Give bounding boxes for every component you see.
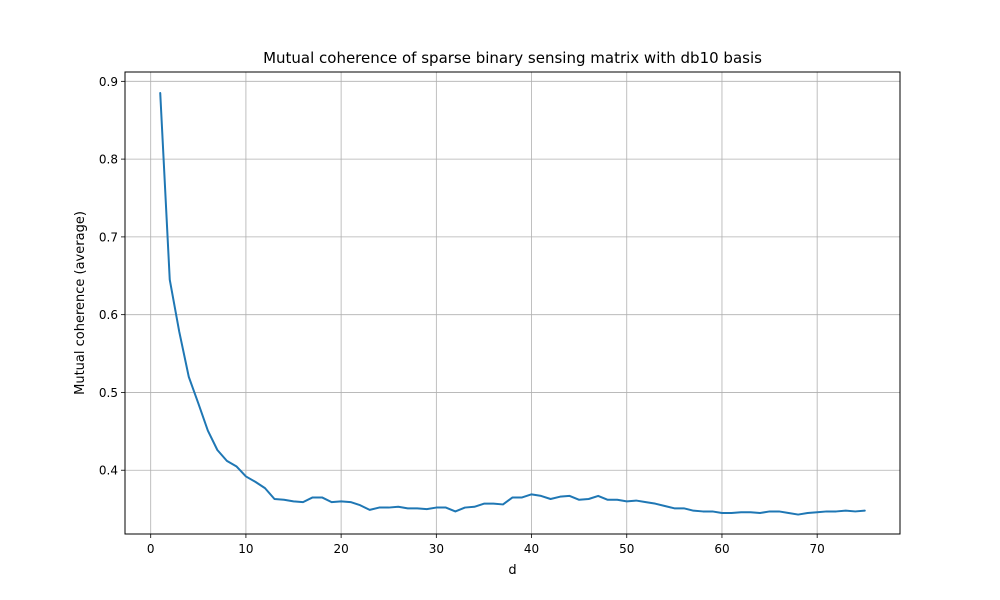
- x-tick-label: 60: [714, 542, 729, 556]
- x-axis-label: d: [508, 563, 516, 578]
- ticks: 0 10 20 30 40 50 60 70 0.4 0.5 0.6 0.7 0.8 0.9: [99, 75, 825, 556]
- x-tick-label: 40: [524, 542, 539, 556]
- x-tick-label: 70: [810, 542, 825, 556]
- y-tick-label: 0.5: [99, 386, 118, 400]
- axes-frame: [124, 71, 901, 535]
- x-tick-label: 50: [619, 542, 634, 556]
- x-tick-label: 20: [333, 542, 348, 556]
- y-axis-label: Mutual coherence (average): [73, 211, 88, 395]
- y-tick-label: 0.7: [99, 230, 118, 244]
- x-tick-label: 0: [147, 542, 155, 556]
- series-line: [159, 92, 866, 516]
- y-tick-label: 0.4: [99, 464, 118, 478]
- plot-area: [159, 92, 866, 516]
- y-tick-label: 0.8: [99, 153, 118, 167]
- chart-title: Mutual coherence of sparse binary sensin…: [263, 49, 762, 67]
- x-tick-label: 30: [429, 542, 444, 556]
- y-tick-label: 0.9: [99, 75, 118, 89]
- x-tick-label: 10: [238, 542, 253, 556]
- y-tick-label: 0.6: [99, 308, 118, 322]
- grid: [125, 72, 900, 534]
